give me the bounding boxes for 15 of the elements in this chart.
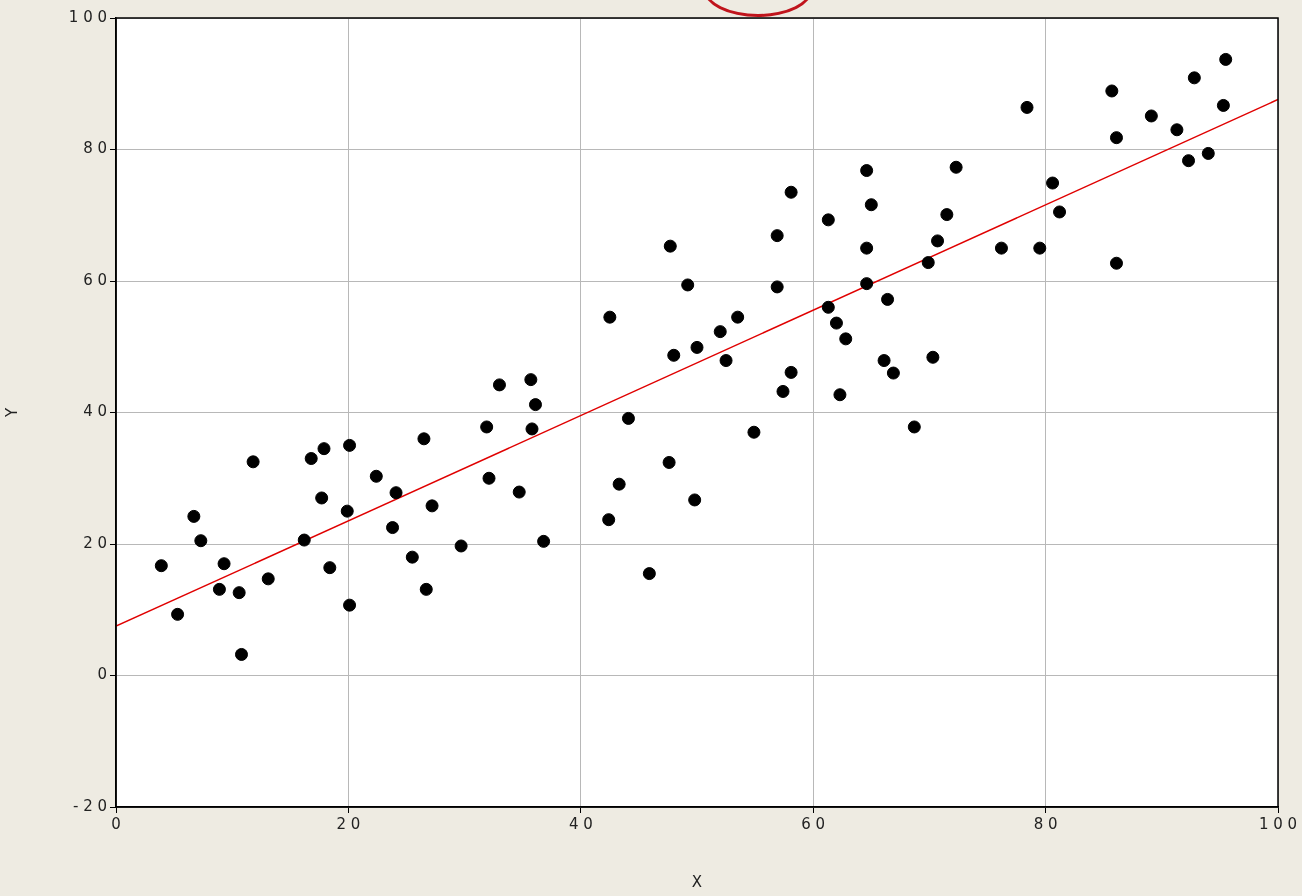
x-tick-label: 0 — [111, 814, 121, 833]
y-tick-label: 1 0 0 — [68, 7, 107, 26]
y-tick-label: 4 0 — [83, 402, 107, 421]
y-tick-label: 0 — [97, 665, 107, 684]
x-tick-label: 8 0 — [1033, 814, 1058, 833]
y-tick-label: 6 0 — [83, 270, 107, 289]
y-tick-label: 2 0 — [83, 533, 107, 552]
x-tick-label: 6 0 — [801, 814, 826, 833]
x-axis-title: X — [691, 872, 703, 891]
y-tick-label: 8 0 — [83, 139, 107, 158]
y-axis-title: Y — [2, 407, 21, 419]
x-tick-label: 1 0 0 — [1258, 814, 1298, 833]
x-tick-label: 2 0 — [336, 814, 361, 833]
y-tick-label: - 2 0 — [72, 796, 107, 815]
x-tick-label: 4 0 — [568, 814, 593, 833]
